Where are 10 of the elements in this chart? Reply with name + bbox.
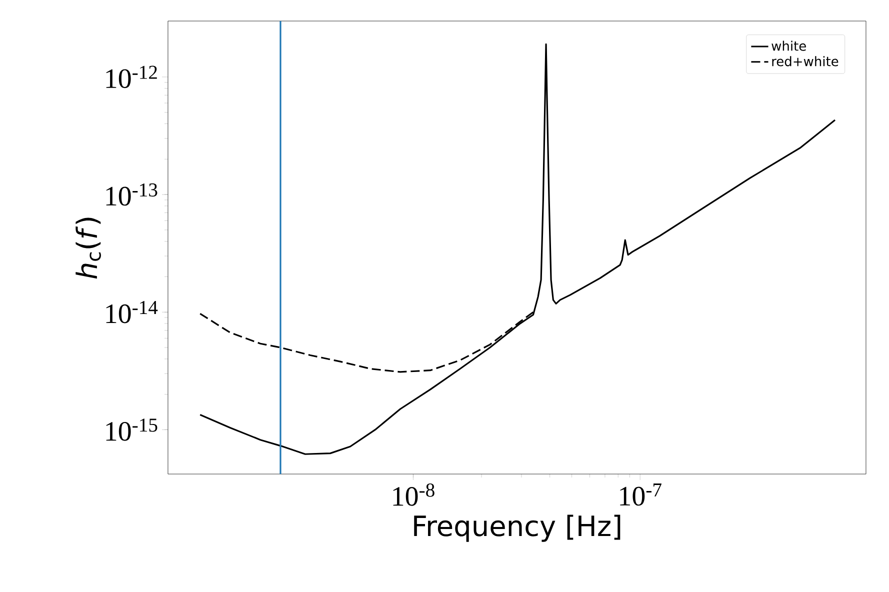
x-tick-label: 10$^{-7}$ [620,484,662,506]
legend-label: red+white [772,56,838,66]
y-axis-title: h$_{c}$(f) [76,218,101,279]
legend-label: white [772,40,806,51]
y-tick-label: 10$^{-13}$ [106,183,158,206]
x-tick-label: 10$^{-8}$ [393,484,434,506]
y-tick-label: 10$^{-14}$ [106,301,158,324]
y-tick-label: 10$^{-15}$ [106,418,158,441]
x-axis-title: Frequency [Hz] [414,514,620,542]
y-tick-label: 10$^{-12}$ [106,66,157,88]
